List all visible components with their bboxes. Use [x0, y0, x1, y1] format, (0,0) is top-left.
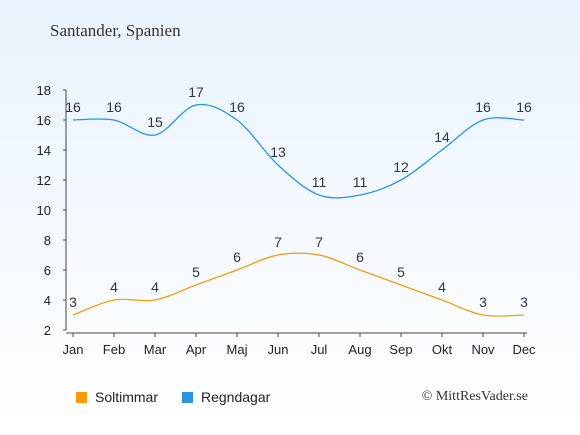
- series-line-regndagar: [72, 103, 525, 199]
- y-tick-label: 14: [37, 143, 51, 158]
- x-tick-label: Mar: [144, 342, 167, 357]
- y-tick-label: 2: [44, 323, 51, 338]
- y-tick-label: 10: [37, 203, 51, 218]
- legend-item-soltimmar: Soltimmar: [76, 389, 158, 405]
- y-tick-label: 6: [44, 263, 51, 278]
- data-label-soltimmar: 7: [274, 234, 282, 250]
- data-label-regndagar: 11: [353, 174, 368, 190]
- series-line-soltimmar: [72, 252, 525, 317]
- data-label-regndagar: 15: [147, 114, 163, 130]
- x-tick-label: Apr: [186, 342, 207, 357]
- legend-label-regndagar: Regndagar: [201, 389, 271, 405]
- data-label-soltimmar: 4: [110, 279, 118, 295]
- x-tick-label: Nov: [471, 342, 495, 357]
- data-label-regndagar: 14: [434, 129, 450, 145]
- data-label-regndagar: 13: [270, 144, 286, 160]
- data-label-regndagar: 16: [106, 99, 122, 115]
- y-tick-label: 18: [37, 83, 51, 98]
- legend-swatch-soltimmar: [76, 391, 87, 403]
- data-label-soltimmar: 6: [356, 249, 364, 265]
- x-tick-label: Aug: [348, 342, 371, 357]
- data-label-soltimmar: 3: [479, 294, 487, 310]
- x-tick-label: Sep: [389, 342, 412, 357]
- data-label-regndagar: 12: [393, 159, 409, 175]
- data-label-soltimmar: 5: [397, 264, 405, 280]
- x-tick-label: Feb: [103, 342, 125, 357]
- x-tick-label: Okt: [432, 342, 453, 357]
- chart-title: Santander, Spanien: [50, 21, 181, 40]
- data-label-regndagar: 16: [475, 99, 491, 115]
- x-tick-label: Jun: [268, 342, 289, 357]
- data-label-soltimmar: 4: [438, 279, 446, 295]
- x-tick-label: Jan: [63, 342, 84, 357]
- x-tick-label: Jul: [311, 342, 328, 357]
- data-label-regndagar: 16: [516, 99, 532, 115]
- credit-text: © MittResVader.se: [421, 389, 528, 404]
- data-label-regndagar: 16: [229, 99, 245, 115]
- data-label-soltimmar: 4: [151, 279, 159, 295]
- y-tick-label: 16: [37, 113, 51, 128]
- data-label-soltimmar: 5: [192, 264, 200, 280]
- data-label-soltimmar: 7: [315, 234, 323, 250]
- x-tick-label: Maj: [227, 342, 248, 357]
- y-tick-label: 12: [37, 173, 51, 188]
- legend-item-regndagar: Regndagar: [182, 389, 270, 405]
- data-label-soltimmar: 3: [69, 294, 77, 310]
- y-tick-label: 8: [44, 233, 51, 248]
- legend-swatch-regndagar: [182, 391, 193, 403]
- x-tick-label: Dec: [512, 342, 536, 357]
- data-label-soltimmar: 6: [233, 249, 241, 265]
- data-label-regndagar: 11: [312, 174, 327, 190]
- y-tick-label: 4: [44, 293, 51, 308]
- data-label-regndagar: 17: [188, 84, 204, 100]
- legend-label-soltimmar: Soltimmar: [95, 389, 159, 405]
- data-label-soltimmar: 3: [520, 294, 528, 310]
- data-label-regndagar: 16: [65, 99, 81, 115]
